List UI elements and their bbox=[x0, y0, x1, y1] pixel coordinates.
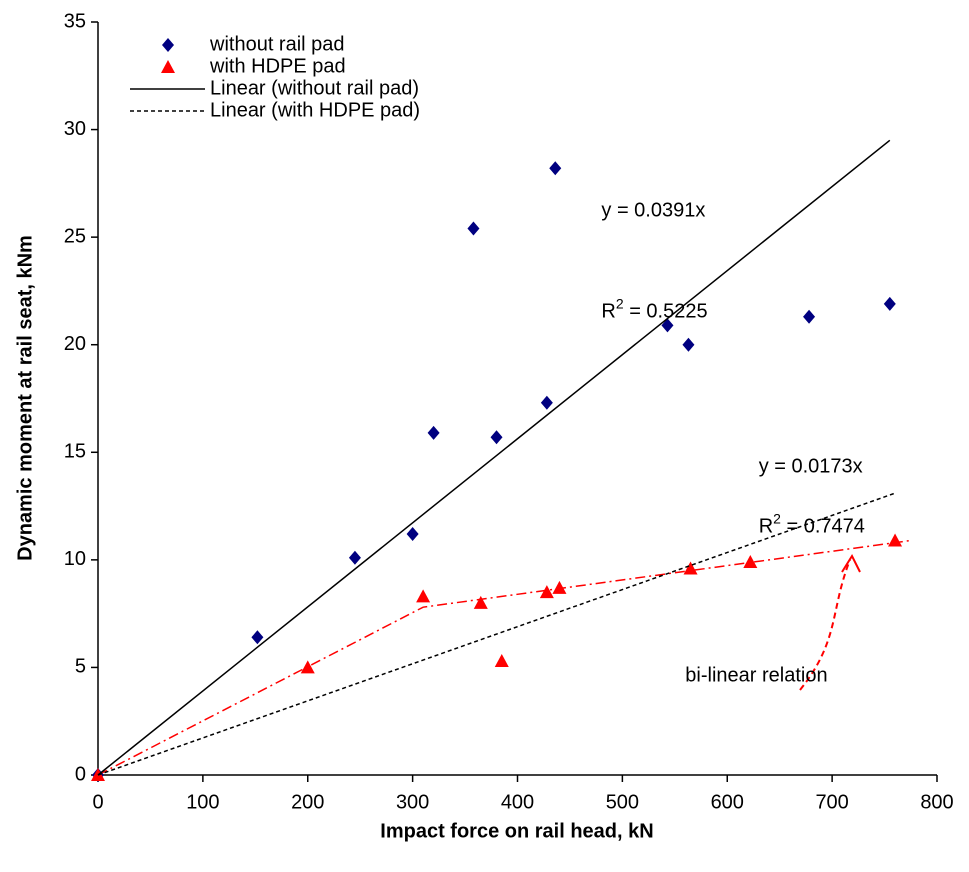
data-point bbox=[427, 425, 440, 440]
annotation-rest: = 0.5225 bbox=[624, 301, 708, 323]
legend-marker bbox=[161, 60, 175, 73]
data-point bbox=[494, 653, 509, 667]
x-tick-label: 300 bbox=[396, 791, 429, 813]
legend-marker bbox=[162, 38, 174, 52]
y-tick-label: 30 bbox=[64, 118, 86, 140]
data-point bbox=[682, 337, 695, 352]
data-point bbox=[683, 561, 698, 575]
annotation: y = 0.0391x bbox=[601, 200, 705, 222]
annotation-sup: 2 bbox=[616, 295, 624, 311]
x-tick-label: 400 bbox=[501, 791, 534, 813]
data-point bbox=[467, 221, 480, 236]
legend-label: with HDPE pad bbox=[209, 55, 346, 77]
y-tick-label: 15 bbox=[64, 441, 86, 463]
annotation: R2 = 0.5225 bbox=[601, 295, 707, 323]
x-tick-label: 0 bbox=[92, 791, 103, 813]
annotation: y = 0.0173x bbox=[759, 456, 863, 478]
bilinear-line bbox=[97, 539, 911, 776]
annotation-base: R bbox=[601, 301, 615, 323]
data-point bbox=[540, 395, 553, 410]
data-point bbox=[251, 630, 264, 645]
annotation-rest: = 0.7474 bbox=[781, 516, 865, 538]
y-axis-title: Dynamic moment at rail seat, kNm bbox=[14, 235, 36, 561]
data-point bbox=[348, 550, 361, 565]
legend-label: Linear (with HDPE pad) bbox=[210, 99, 420, 121]
data-point bbox=[416, 589, 431, 603]
legend-label: Linear (without rail pad) bbox=[210, 77, 419, 99]
data-point bbox=[552, 580, 567, 594]
annotation: bi-linear relation bbox=[685, 664, 827, 686]
annotation-arrow bbox=[799, 559, 851, 691]
y-tick-label: 10 bbox=[64, 548, 86, 570]
x-tick-label: 100 bbox=[186, 791, 219, 813]
x-tick-label: 200 bbox=[291, 791, 324, 813]
y-tick-label: 35 bbox=[64, 10, 86, 32]
data-point bbox=[803, 309, 816, 324]
annotation-base: R bbox=[759, 516, 773, 538]
data-point bbox=[406, 527, 419, 542]
data-point bbox=[883, 296, 896, 311]
x-tick-label: 600 bbox=[711, 791, 744, 813]
annotation: R2 = 0.7474 bbox=[759, 510, 865, 538]
arrow-head bbox=[841, 553, 861, 573]
data-point bbox=[888, 533, 903, 547]
trend-line bbox=[97, 139, 891, 776]
x-tick-label: 700 bbox=[815, 791, 848, 813]
x-axis-title: Impact force on rail head, kN bbox=[380, 820, 653, 842]
y-tick-label: 0 bbox=[75, 763, 86, 785]
x-tick-label: 800 bbox=[920, 791, 953, 813]
data-point bbox=[300, 660, 315, 674]
y-tick-label: 20 bbox=[64, 333, 86, 355]
data-point bbox=[473, 595, 488, 609]
data-point bbox=[549, 161, 562, 176]
y-tick-label: 5 bbox=[75, 656, 86, 678]
trend-line bbox=[97, 492, 896, 776]
data-point bbox=[539, 585, 554, 599]
legend-label: without rail pad bbox=[209, 33, 345, 55]
data-point bbox=[490, 430, 503, 445]
x-tick-label: 500 bbox=[606, 791, 639, 813]
data-point bbox=[743, 555, 758, 569]
y-tick-label: 25 bbox=[64, 225, 86, 247]
annotation-sup: 2 bbox=[773, 510, 781, 526]
